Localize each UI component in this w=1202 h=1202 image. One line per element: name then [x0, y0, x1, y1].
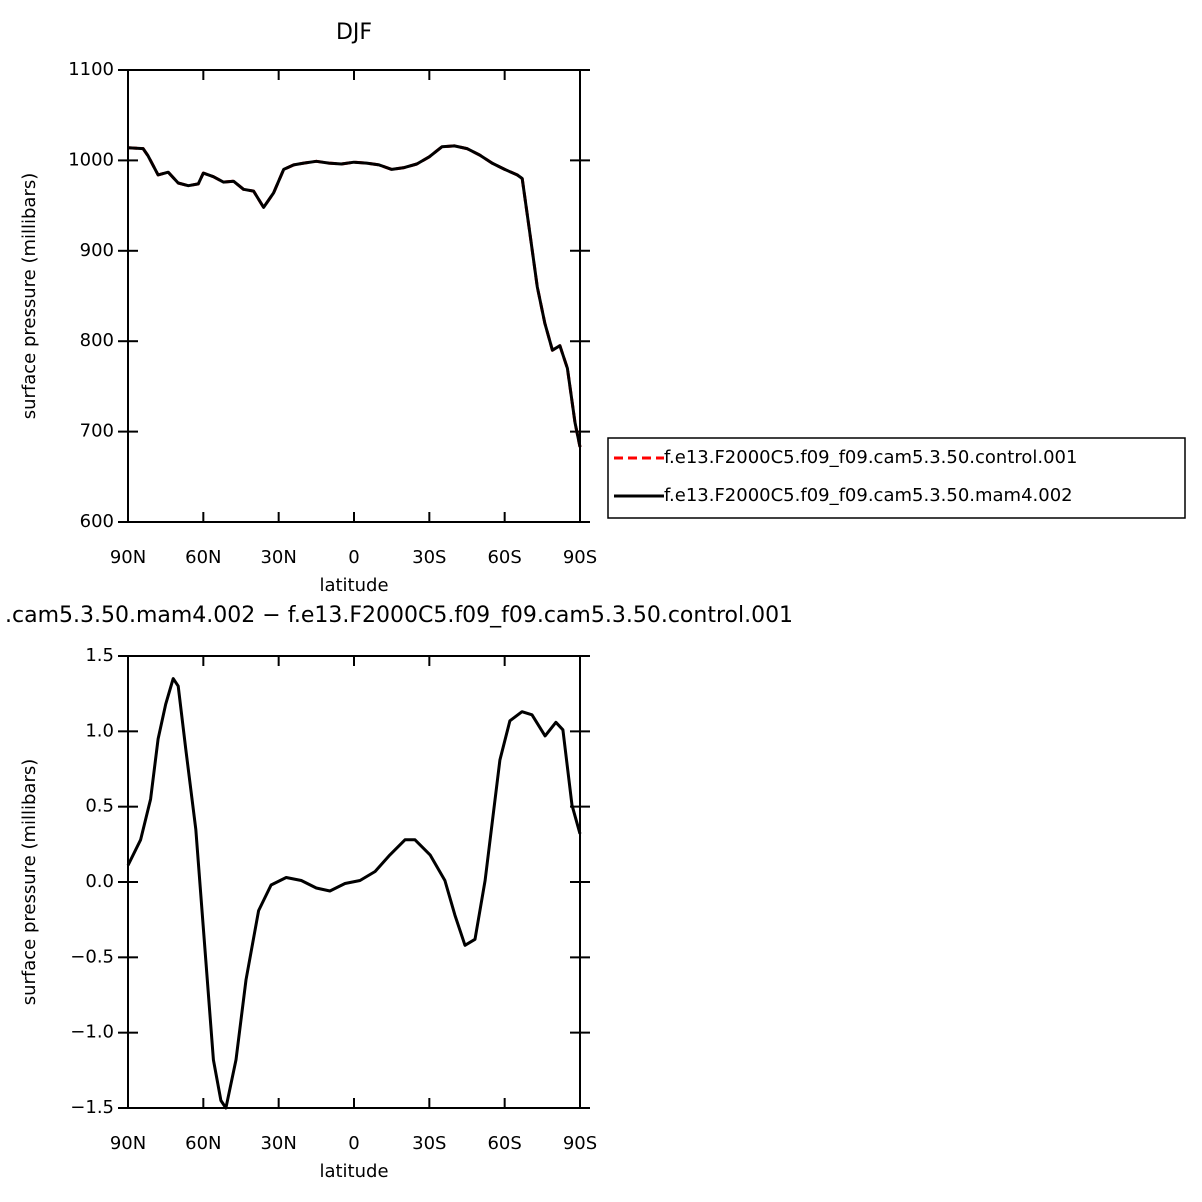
- y-tick-label: 900: [80, 240, 114, 261]
- y-tick-label: 1000: [68, 149, 114, 170]
- y-tick-label: 1100: [68, 59, 114, 80]
- x-tick-label: 30S: [412, 547, 446, 568]
- plot-frame: [127, 69, 581, 523]
- x-tick-label: 30N: [260, 1133, 296, 1154]
- y-axis-label: surface pressure (millibars): [19, 173, 40, 420]
- y-axis-label: surface pressure (millibars): [19, 759, 40, 1006]
- x-tick-label: 60N: [185, 547, 221, 568]
- y-tick-label: −1.0: [70, 1022, 114, 1043]
- plot-frame: [127, 655, 581, 1109]
- y-tick-label: −0.5: [70, 946, 114, 967]
- y-tick-label: −1.5: [70, 1097, 114, 1118]
- x-tick-label: 90S: [563, 547, 597, 568]
- y-tick-label: 1.5: [85, 645, 114, 666]
- series-line: [126, 677, 582, 1110]
- x-tick-label: 0: [348, 547, 359, 568]
- y-tick-label: 700: [80, 421, 114, 442]
- y-tick-label: 1.0: [85, 720, 114, 741]
- x-tick-label: 60N: [185, 1133, 221, 1154]
- x-tick-label: 90N: [110, 547, 146, 568]
- x-tick-label: 0: [348, 1133, 359, 1154]
- x-tick-label: 30N: [260, 547, 296, 568]
- chart-title: .cam5.3.50.mam4.002 − f.e13.F2000C5.f09_…: [5, 603, 793, 628]
- legend-box: [607, 437, 1186, 519]
- legend-label: f.e13.F2000C5.f09_f09.cam5.3.50.control.…: [664, 447, 1077, 468]
- y-tick-label: 0.0: [85, 871, 114, 892]
- series-line: [127, 144, 582, 448]
- x-tick-label: 60S: [487, 1133, 521, 1154]
- y-tick-label: 800: [80, 330, 114, 351]
- legend-label: f.e13.F2000C5.f09_f09.cam5.3.50.mam4.002: [664, 485, 1073, 506]
- x-axis-label: latitude: [319, 1161, 388, 1182]
- y-tick-label: 0.5: [85, 796, 114, 817]
- x-axis-label: latitude: [319, 575, 388, 596]
- x-tick-label: 90N: [110, 1133, 146, 1154]
- x-tick-label: 60S: [487, 547, 521, 568]
- y-tick-label: 600: [80, 511, 114, 532]
- x-tick-label: 90S: [563, 1133, 597, 1154]
- x-tick-label: 30S: [412, 1133, 446, 1154]
- chart-title: DJF: [336, 20, 372, 45]
- series-line: [127, 144, 582, 448]
